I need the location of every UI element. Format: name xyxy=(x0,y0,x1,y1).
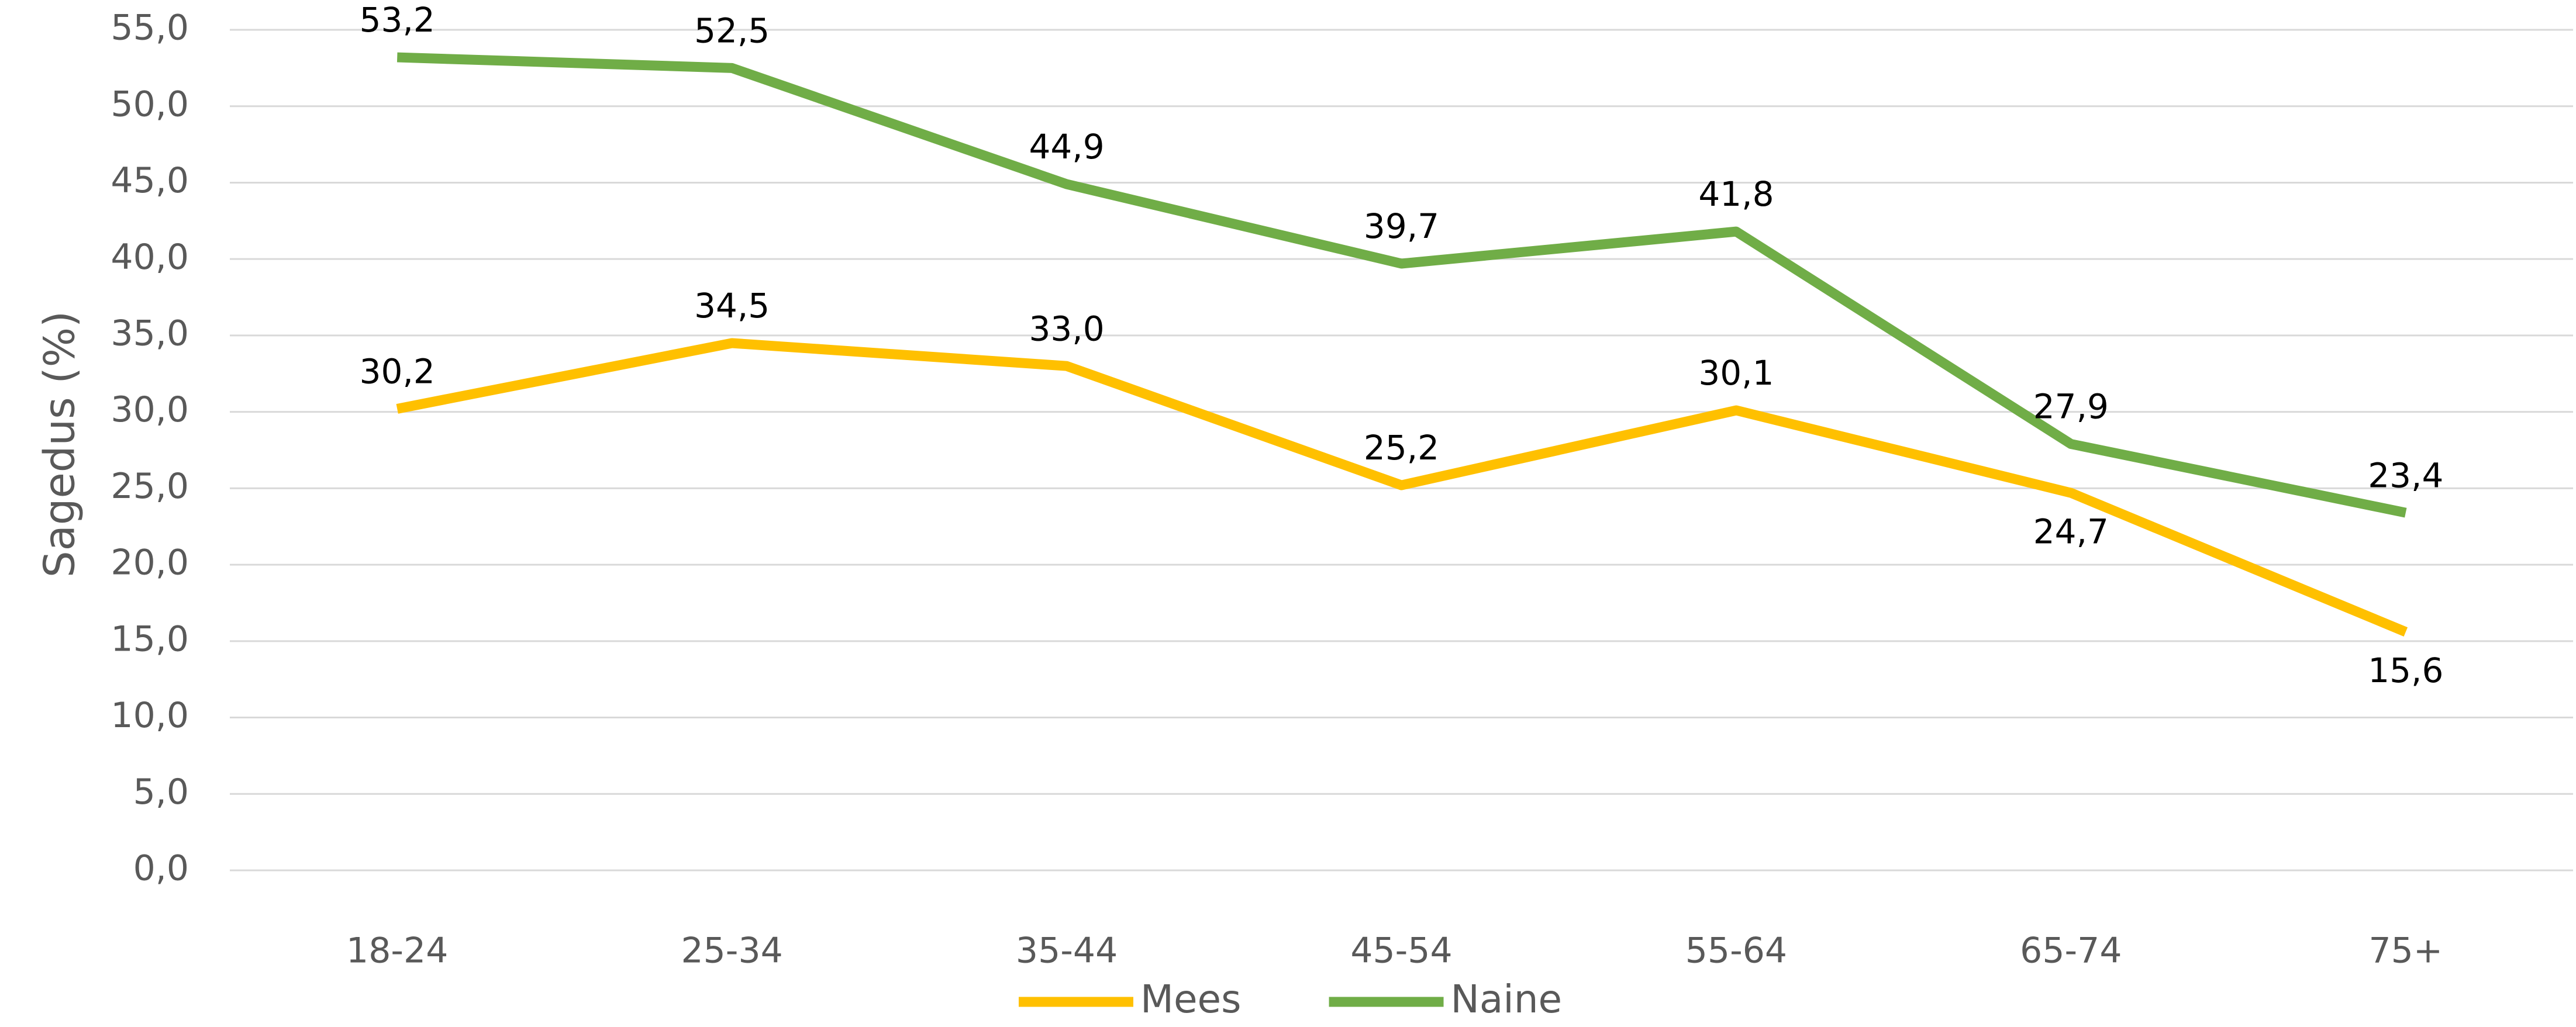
y-tick-label: 25,0 xyxy=(111,466,189,507)
y-tick-label: 20,0 xyxy=(111,542,189,583)
x-tick-label: 55-64 xyxy=(1685,931,1787,971)
y-tick-label: 55,0 xyxy=(111,8,189,49)
data-label: 33,0 xyxy=(1029,309,1105,348)
x-tick-label: 75+ xyxy=(2368,931,2443,971)
data-label: 30,1 xyxy=(1698,353,1774,393)
y-tick-label: 40,0 xyxy=(111,237,189,278)
y-tick-label: 10,0 xyxy=(111,695,189,736)
data-label: 39,7 xyxy=(1364,206,1439,246)
x-tick-label: 18-24 xyxy=(346,931,448,971)
y-tick-label: 0,0 xyxy=(133,848,189,889)
y-tick-label: 50,0 xyxy=(111,84,189,125)
data-label: 15,6 xyxy=(2368,651,2443,690)
data-label: 52,5 xyxy=(694,11,770,50)
series-line xyxy=(396,52,2407,518)
data-label: 27,9 xyxy=(2033,387,2109,427)
data-label: 53,2 xyxy=(360,0,435,40)
y-tick-label: 5,0 xyxy=(133,772,189,812)
legend-label: Naine xyxy=(1451,977,1563,1022)
data-label: 24,7 xyxy=(2033,511,2109,551)
y-tick-label: 45,0 xyxy=(111,160,189,201)
data-label: 44,9 xyxy=(1029,127,1105,167)
y-axis-title: Sagedus (%) xyxy=(35,311,84,578)
data-label: 30,2 xyxy=(360,352,435,392)
x-tick-label: 65-74 xyxy=(2020,931,2122,971)
legend-label: Mees xyxy=(1140,977,1242,1022)
x-tick-label: 45-54 xyxy=(1350,931,1452,971)
x-tick-label: 35-44 xyxy=(1016,931,1118,971)
series-line xyxy=(396,338,2408,637)
data-label: 41,8 xyxy=(1698,174,1774,214)
data-label: 25,2 xyxy=(1364,428,1439,468)
y-tick-label: 15,0 xyxy=(111,618,189,659)
y-tick-label: 30,0 xyxy=(111,389,189,430)
y-tick-label: 35,0 xyxy=(111,313,189,354)
x-tick-label: 25-34 xyxy=(681,931,782,971)
data-label: 34,5 xyxy=(694,286,770,326)
data-label: 23,4 xyxy=(2368,455,2443,495)
